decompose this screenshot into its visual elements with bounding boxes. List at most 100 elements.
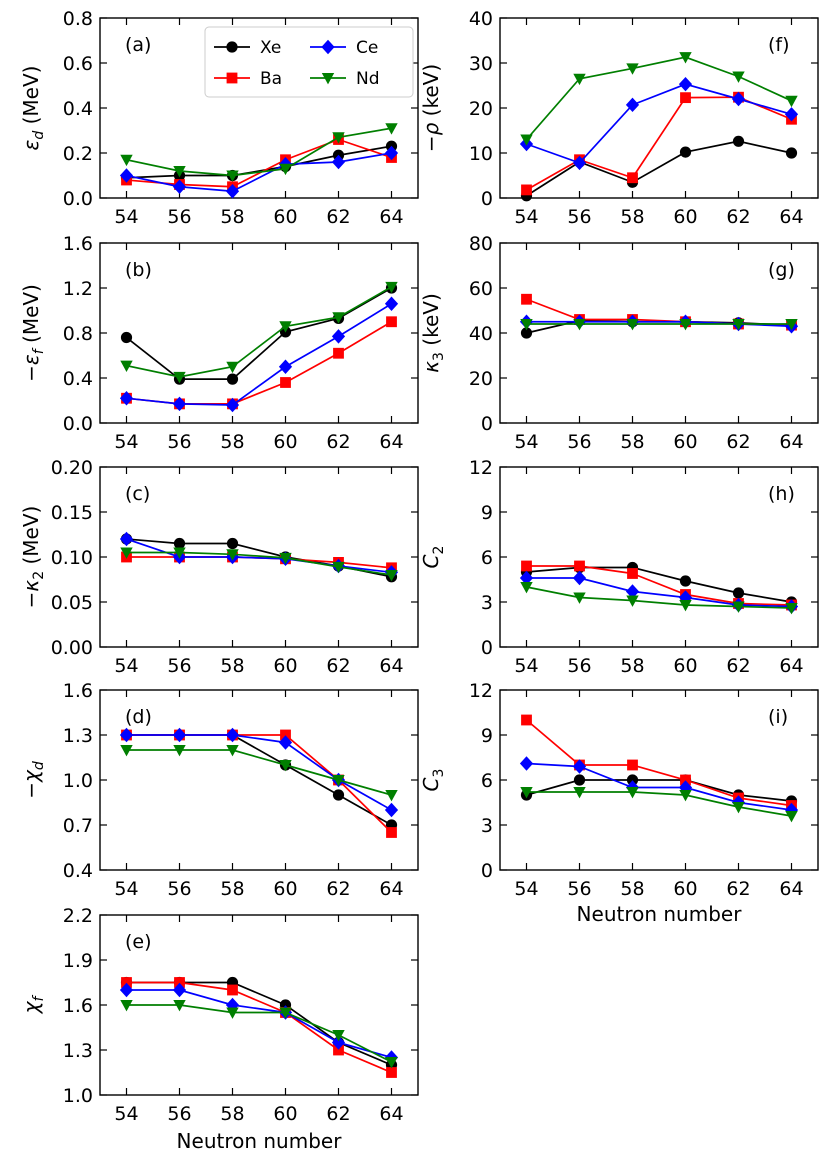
x-tick-label: 56 [167, 431, 191, 453]
y-tick-label: 0.20 [51, 457, 93, 479]
legend-box [204, 26, 414, 98]
x-tick-label: 56 [167, 655, 191, 677]
data-point [279, 760, 292, 772]
y-tick-label: 30 [469, 53, 493, 75]
series-nd [120, 547, 398, 582]
data-point [732, 319, 745, 331]
x-tick-label: 58 [220, 1103, 244, 1125]
data-point [119, 391, 134, 406]
panel-tag: (b) [125, 259, 152, 281]
panel-b: 54 56 58 60 62 64 0.0 0.4 0.8 1.2 1.6 −εf (MeV) (b) [19, 233, 419, 453]
x-tick-label: 54 [514, 655, 538, 677]
data-point [626, 787, 639, 799]
series-ce [119, 982, 399, 1065]
data-point [172, 982, 187, 998]
x-tick-label: 56 [567, 206, 591, 228]
series-line [126, 152, 392, 193]
x-tick-label: 60 [273, 1103, 297, 1125]
y-axis-label-symbol: χ [19, 1000, 43, 1014]
y-axis-label-prefix: − [19, 782, 43, 799]
y-tick-label: 0.00 [51, 637, 93, 659]
series-xe [520, 315, 798, 339]
y-tick-label: 0.7 [63, 815, 93, 837]
y-tick-label: 2.2 [63, 905, 93, 927]
y-tick-label: 1.3 [63, 725, 93, 747]
data-point [173, 371, 186, 384]
legend-marker [321, 39, 335, 55]
series-line [526, 791, 792, 817]
data-point [627, 172, 638, 184]
series-line [525, 56, 792, 141]
data-point [119, 168, 134, 183]
legend-marker [226, 72, 238, 84]
data-point [625, 97, 640, 113]
x-tick-label: 54 [514, 206, 538, 228]
series-xe [520, 135, 798, 202]
y-tick-label: 1.2 [63, 278, 93, 300]
data-point [386, 827, 397, 838]
panel-tag: (d) [125, 706, 152, 728]
y-axis-label-unit: (keV) [419, 64, 443, 123]
x-tick-label: 56 [567, 431, 591, 453]
data-point [384, 145, 399, 161]
data-point [572, 759, 587, 774]
series-line [126, 321, 392, 405]
x-tick-label: 62 [326, 431, 350, 453]
data-point [226, 361, 239, 374]
y-tick-label: 12 [469, 457, 493, 479]
series-line [126, 145, 392, 179]
x-tick-label: 56 [167, 1103, 191, 1125]
x-tick-label: 54 [114, 878, 138, 900]
x-tick-label: 62 [326, 206, 350, 228]
data-point [332, 561, 345, 574]
x-tick-label: 62 [726, 655, 750, 677]
data-point [172, 179, 187, 194]
series-nd [120, 1000, 398, 1069]
series-xe [120, 729, 398, 831]
data-point [573, 73, 586, 86]
y-tick-label: 0 [481, 413, 493, 435]
series-ce [119, 296, 399, 413]
y-tick-label: 1.6 [63, 995, 93, 1017]
y-tick-label: 0.15 [51, 502, 93, 524]
x-tick-label: 58 [620, 655, 644, 677]
data-point [573, 774, 586, 786]
data-point [520, 134, 533, 146]
panel-tag: (i) [768, 706, 788, 728]
x-tick-label: 54 [114, 206, 138, 228]
y-axis-label: κ3 (keV) [419, 293, 447, 373]
y-tick-label: 60 [469, 278, 493, 300]
y-axis-label: −ρ (keV) [419, 64, 443, 152]
data-point [121, 977, 132, 988]
legend-label-ba: Ba [260, 69, 282, 89]
data-point [226, 549, 239, 561]
data-point [732, 601, 745, 613]
y-tick-label: 80 [469, 233, 493, 255]
y-axis-label-subscript: d [31, 131, 47, 140]
y-tick-label: 1.6 [63, 233, 93, 255]
data-point [785, 319, 798, 331]
data-point [386, 1067, 397, 1078]
panel-tag: (g) [768, 259, 795, 281]
series-line [126, 981, 392, 1066]
panel-tag: (h) [768, 483, 795, 505]
series-nd [520, 787, 798, 823]
series-line [126, 303, 392, 406]
data-point [279, 1007, 292, 1019]
series-line [126, 749, 392, 796]
series-line [126, 989, 392, 1059]
legend-marker [321, 73, 335, 85]
panel-tag: (f) [768, 34, 790, 56]
data-point [732, 802, 745, 814]
xlabel-right: Neutron number [577, 902, 743, 926]
data-point [520, 787, 533, 799]
legend-marker [226, 41, 238, 53]
y-axis-label-unit: (keV) [419, 293, 443, 352]
y-axis-label-subscript: 3 [431, 769, 447, 778]
data-point [785, 147, 798, 159]
x-tick-label: 56 [567, 655, 591, 677]
data-point [785, 603, 798, 615]
y-axis-label-subscript: 2 [31, 571, 47, 580]
data-point [384, 802, 399, 818]
